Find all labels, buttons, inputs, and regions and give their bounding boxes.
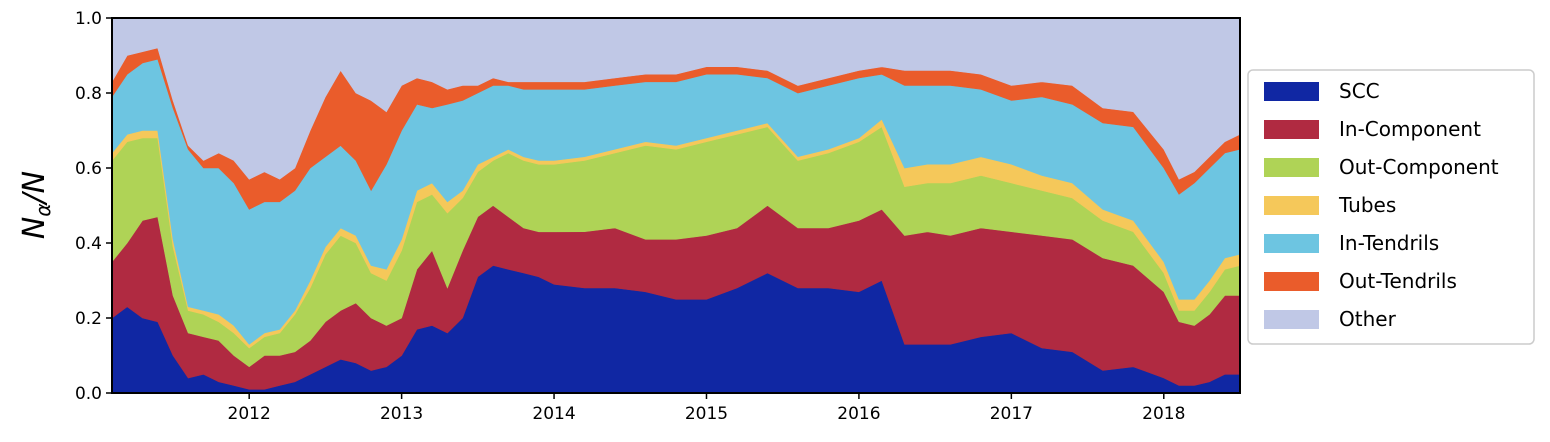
legend-swatch-out-component (1264, 158, 1319, 177)
plot-frame (111, 17, 1241, 394)
x-tick-label: 2016 (837, 404, 880, 424)
y-tick-label: 0.6 (75, 159, 102, 179)
legend-swatch-other (1264, 310, 1319, 329)
legend: SCC In-Component Out-Component Tubes In-Tend… (1247, 69, 1535, 345)
legend-swatch-scc (1264, 82, 1319, 101)
y-axis-label: Nα/N (17, 171, 55, 239)
x-tick-label: 2015 (685, 404, 728, 424)
y-tick-label: 1.0 (75, 9, 102, 29)
legend-label-tubes: Tubes (1338, 193, 1396, 217)
y-tick-label: 0.2 (75, 309, 102, 329)
y-tick-label: 0.4 (75, 234, 102, 254)
x-tick-label: 2013 (380, 404, 423, 424)
x-tick-label: 2017 (990, 404, 1033, 424)
y-tick-label: 0.0 (75, 384, 102, 404)
area-layers (111, 17, 1241, 394)
legend-label-in-tendrils: In-Tendrils (1339, 231, 1439, 255)
legend-box (1247, 69, 1535, 345)
y-tick-label: 0.8 (75, 84, 102, 104)
x-tick-label: 2018 (1142, 404, 1185, 424)
legend-label-other: Other (1339, 307, 1397, 331)
x-tick-label: 2014 (532, 404, 575, 424)
x-axis: 2012 2013 2014 2015 2016 2017 2018 (228, 393, 1185, 424)
x-tick-label: 2012 (228, 404, 271, 424)
legend-swatch-out-tendrils (1264, 272, 1319, 291)
legend-swatch-in-component (1264, 120, 1319, 139)
legend-label-out-tendrils: Out-Tendrils (1339, 269, 1457, 293)
legend-label-in-component: In-Component (1339, 117, 1481, 141)
legend-swatch-tubes (1264, 196, 1319, 215)
legend-label-scc: SCC (1339, 79, 1380, 103)
legend-label-out-component: Out-Component (1339, 155, 1499, 179)
legend-swatch-in-tendrils (1264, 234, 1319, 253)
y-axis: 0.0 0.2 0.4 0.6 0.8 1.0 (75, 9, 112, 404)
